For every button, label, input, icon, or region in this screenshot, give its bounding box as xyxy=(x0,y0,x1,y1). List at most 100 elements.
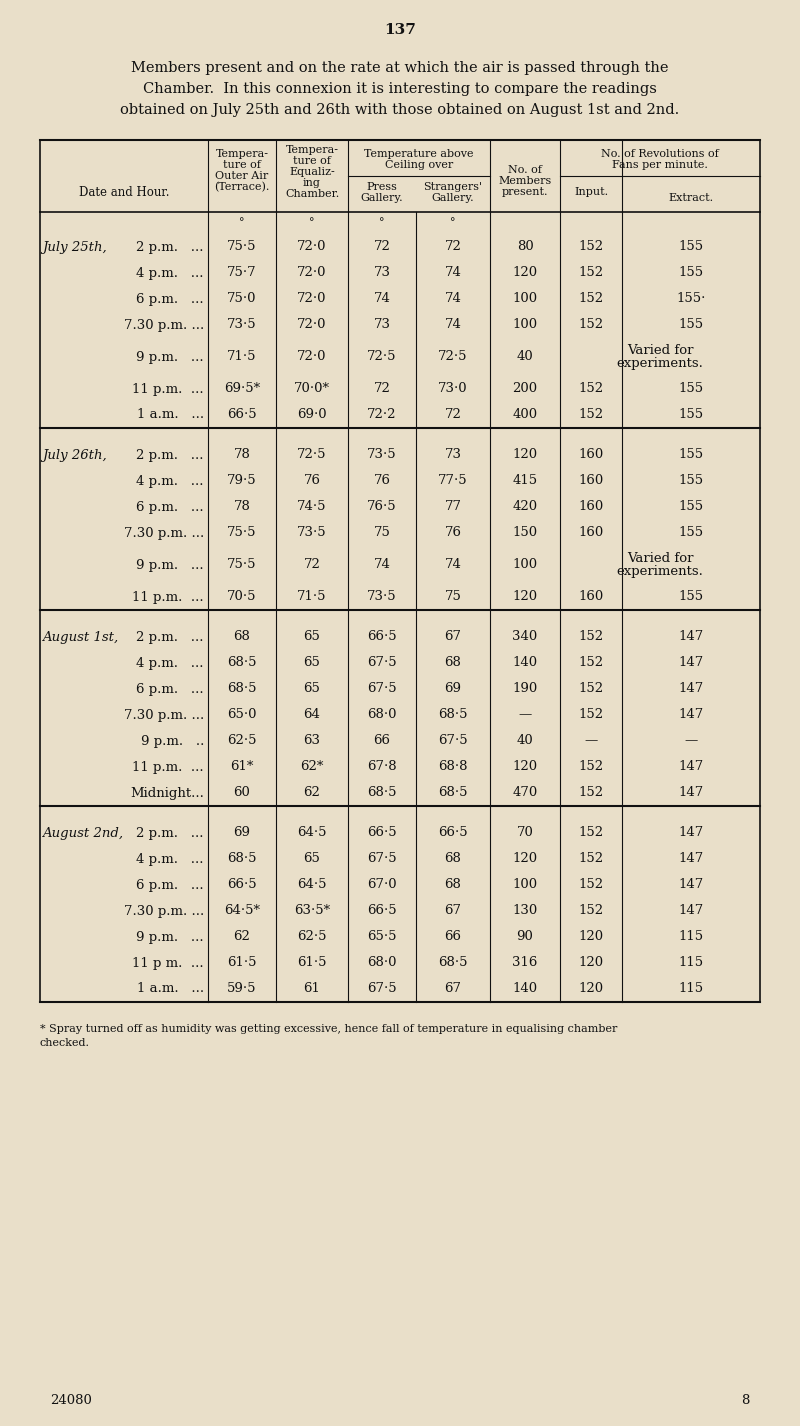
Text: 74: 74 xyxy=(374,559,390,572)
Text: 66·5: 66·5 xyxy=(367,827,397,840)
Text: present.: present. xyxy=(502,187,548,197)
Text: Gallery.: Gallery. xyxy=(432,193,474,202)
Text: 115: 115 xyxy=(678,931,703,944)
Text: 2 p.m.   ...: 2 p.m. ... xyxy=(137,241,204,254)
Text: 147: 147 xyxy=(678,630,704,643)
Text: Midnight...: Midnight... xyxy=(130,787,204,800)
Text: 420: 420 xyxy=(513,501,538,513)
Text: 68·5: 68·5 xyxy=(227,853,257,866)
Text: 65·0: 65·0 xyxy=(227,709,257,722)
Text: 147: 147 xyxy=(678,709,704,722)
Text: 62·5: 62·5 xyxy=(227,734,257,747)
Text: 11 p.m.  ...: 11 p.m. ... xyxy=(132,760,204,773)
Text: Fans per minute.: Fans per minute. xyxy=(612,160,708,170)
Text: ture of: ture of xyxy=(293,155,331,165)
Text: 160: 160 xyxy=(578,590,604,603)
Text: 152: 152 xyxy=(578,267,603,279)
Text: 120: 120 xyxy=(578,983,603,995)
Text: 75·5: 75·5 xyxy=(227,241,257,254)
Text: Ceiling over: Ceiling over xyxy=(385,160,453,170)
Text: 72·0: 72·0 xyxy=(298,267,326,279)
Text: 65: 65 xyxy=(303,630,321,643)
Text: * Spray turned off as humidity was getting excessive, hence fall of temperature : * Spray turned off as humidity was getti… xyxy=(40,1024,618,1034)
Text: 9 p.m.   ...: 9 p.m. ... xyxy=(136,351,204,364)
Text: 120: 120 xyxy=(513,760,538,773)
Text: 72·5: 72·5 xyxy=(438,351,468,364)
Text: 72·5: 72·5 xyxy=(298,449,326,462)
Text: —: — xyxy=(518,709,532,722)
Text: 1 a.m.   ...: 1 a.m. ... xyxy=(137,983,204,995)
Text: 120: 120 xyxy=(513,590,538,603)
Text: 68: 68 xyxy=(445,853,462,866)
Text: 9 p.m.   ...: 9 p.m. ... xyxy=(136,931,204,944)
Text: 9 p.m.   ..: 9 p.m. .. xyxy=(141,734,204,747)
Text: 73: 73 xyxy=(445,449,462,462)
Text: 75·5: 75·5 xyxy=(227,559,257,572)
Text: August 2nd,: August 2nd, xyxy=(42,827,123,840)
Text: 61: 61 xyxy=(303,983,321,995)
Text: 155: 155 xyxy=(678,475,703,488)
Text: 152: 152 xyxy=(578,853,603,866)
Text: Tempera-: Tempera- xyxy=(215,148,269,160)
Text: 120: 120 xyxy=(513,449,538,462)
Text: 200: 200 xyxy=(513,382,538,395)
Text: 64: 64 xyxy=(303,709,321,722)
Text: 160: 160 xyxy=(578,526,604,539)
Text: 155: 155 xyxy=(678,382,703,395)
Text: 4 p.m.   ...: 4 p.m. ... xyxy=(137,656,204,669)
Text: July 25th,: July 25th, xyxy=(42,241,106,254)
Text: 73·5: 73·5 xyxy=(227,318,257,331)
Text: 76: 76 xyxy=(374,475,390,488)
Text: 68·5: 68·5 xyxy=(367,787,397,800)
Text: 75·0: 75·0 xyxy=(227,292,257,305)
Text: 72·0: 72·0 xyxy=(298,292,326,305)
Text: 68·0: 68·0 xyxy=(367,709,397,722)
Text: 68·5: 68·5 xyxy=(438,709,468,722)
Text: 147: 147 xyxy=(678,904,704,917)
Text: 75: 75 xyxy=(445,590,462,603)
Text: 7.30 p.m. ...: 7.30 p.m. ... xyxy=(124,318,204,331)
Text: No. of Revolutions of: No. of Revolutions of xyxy=(601,148,719,160)
Text: 120: 120 xyxy=(513,267,538,279)
Text: 68·5: 68·5 xyxy=(227,683,257,696)
Text: 62*: 62* xyxy=(300,760,324,773)
Text: 61*: 61* xyxy=(230,760,254,773)
Text: 160: 160 xyxy=(578,475,604,488)
Text: 61·5: 61·5 xyxy=(227,957,257,970)
Text: 70·5: 70·5 xyxy=(227,590,257,603)
Text: 100: 100 xyxy=(513,559,538,572)
Text: 68·8: 68·8 xyxy=(438,760,468,773)
Text: 63·5*: 63·5* xyxy=(294,904,330,917)
Text: 7.30 p.m. ...: 7.30 p.m. ... xyxy=(124,526,204,539)
Text: 152: 152 xyxy=(578,318,603,331)
Text: 2 p.m.   ...: 2 p.m. ... xyxy=(137,827,204,840)
Text: 6 p.m.   ...: 6 p.m. ... xyxy=(136,683,204,696)
Text: 74: 74 xyxy=(445,267,462,279)
Text: 152: 152 xyxy=(578,709,603,722)
Text: 72·0: 72·0 xyxy=(298,318,326,331)
Text: 67·0: 67·0 xyxy=(367,878,397,891)
Text: Chamber.: Chamber. xyxy=(285,190,339,200)
Text: Temperature above: Temperature above xyxy=(364,148,474,160)
Text: 69: 69 xyxy=(445,683,462,696)
Text: 67·5: 67·5 xyxy=(367,683,397,696)
Text: 6 p.m.   ...: 6 p.m. ... xyxy=(136,878,204,891)
Text: 6 p.m.   ...: 6 p.m. ... xyxy=(136,501,204,513)
Text: Press: Press xyxy=(366,183,398,193)
Text: 62: 62 xyxy=(234,931,250,944)
Text: 68·0: 68·0 xyxy=(367,957,397,970)
Text: 147: 147 xyxy=(678,878,704,891)
Text: July 26th,: July 26th, xyxy=(42,449,106,462)
Text: 67·8: 67·8 xyxy=(367,760,397,773)
Text: 68·5: 68·5 xyxy=(438,957,468,970)
Text: 24080: 24080 xyxy=(50,1393,92,1406)
Text: 155: 155 xyxy=(678,267,703,279)
Text: Extract.: Extract. xyxy=(669,193,714,202)
Text: 68: 68 xyxy=(445,656,462,669)
Text: 115: 115 xyxy=(678,983,703,995)
Text: ing: ing xyxy=(303,178,321,188)
Text: 60: 60 xyxy=(234,787,250,800)
Text: August 1st,: August 1st, xyxy=(42,630,118,643)
Text: 65: 65 xyxy=(303,853,321,866)
Text: 75·5: 75·5 xyxy=(227,526,257,539)
